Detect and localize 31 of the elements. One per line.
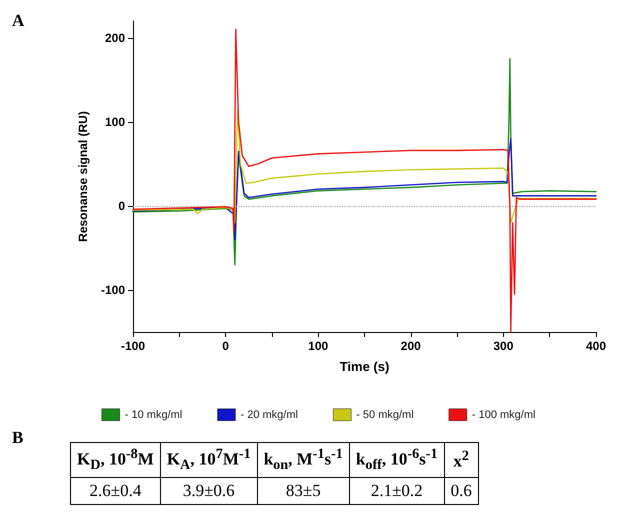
y-tick-label: -100: [100, 282, 126, 297]
text: A: [12, 11, 25, 30]
text: 3.9±0.6: [182, 481, 235, 500]
legend-label: - 50 mkg/ml: [356, 408, 414, 421]
legend-label: - 10 mkg/ml: [124, 408, 182, 421]
text: B: [12, 428, 24, 448]
legend-label: - 20 mkg/ml: [240, 408, 298, 421]
x-tick-label: 100: [308, 339, 329, 353]
x-tick-label: 200: [400, 339, 422, 353]
text: 2.6±0.4: [89, 481, 142, 500]
category-label: K$_{D}$, 10$^{-8}$M: [70, 442, 160, 478]
x-axis-title: Time (s): [340, 359, 390, 374]
text: 2.1±0.2: [370, 481, 423, 500]
category-label: x$^{2}$: [444, 442, 478, 478]
category-label: K$_{A}$, 10$^{7}$M$^{-1}$: [160, 442, 258, 478]
y-tick-label: 200: [104, 30, 126, 45]
x-tick-label: 0: [222, 339, 230, 353]
y-tick-label: 100: [104, 114, 126, 129]
line-series: [132, 138, 597, 240]
category-label: k$_{off}$, 10$^{-6}$s$^{-1}$: [349, 442, 444, 478]
text: 83±5: [286, 481, 321, 500]
line-series: [132, 108, 597, 224]
y-tick-label: 0: [118, 198, 126, 213]
x-tick-label: 400: [586, 339, 606, 353]
category-label: k$_{on}$, M$^{-1}$s$^{-1}$: [257, 442, 350, 478]
text: 0.6: [450, 481, 472, 500]
legend-label: - 100 mkg/ml: [472, 408, 536, 421]
y-axis-title: Resonanse signal (RU): [76, 111, 90, 242]
x-tick-label: 300: [493, 339, 514, 353]
x-tick-label: -100: [120, 339, 146, 353]
line-series: [132, 58, 597, 266]
